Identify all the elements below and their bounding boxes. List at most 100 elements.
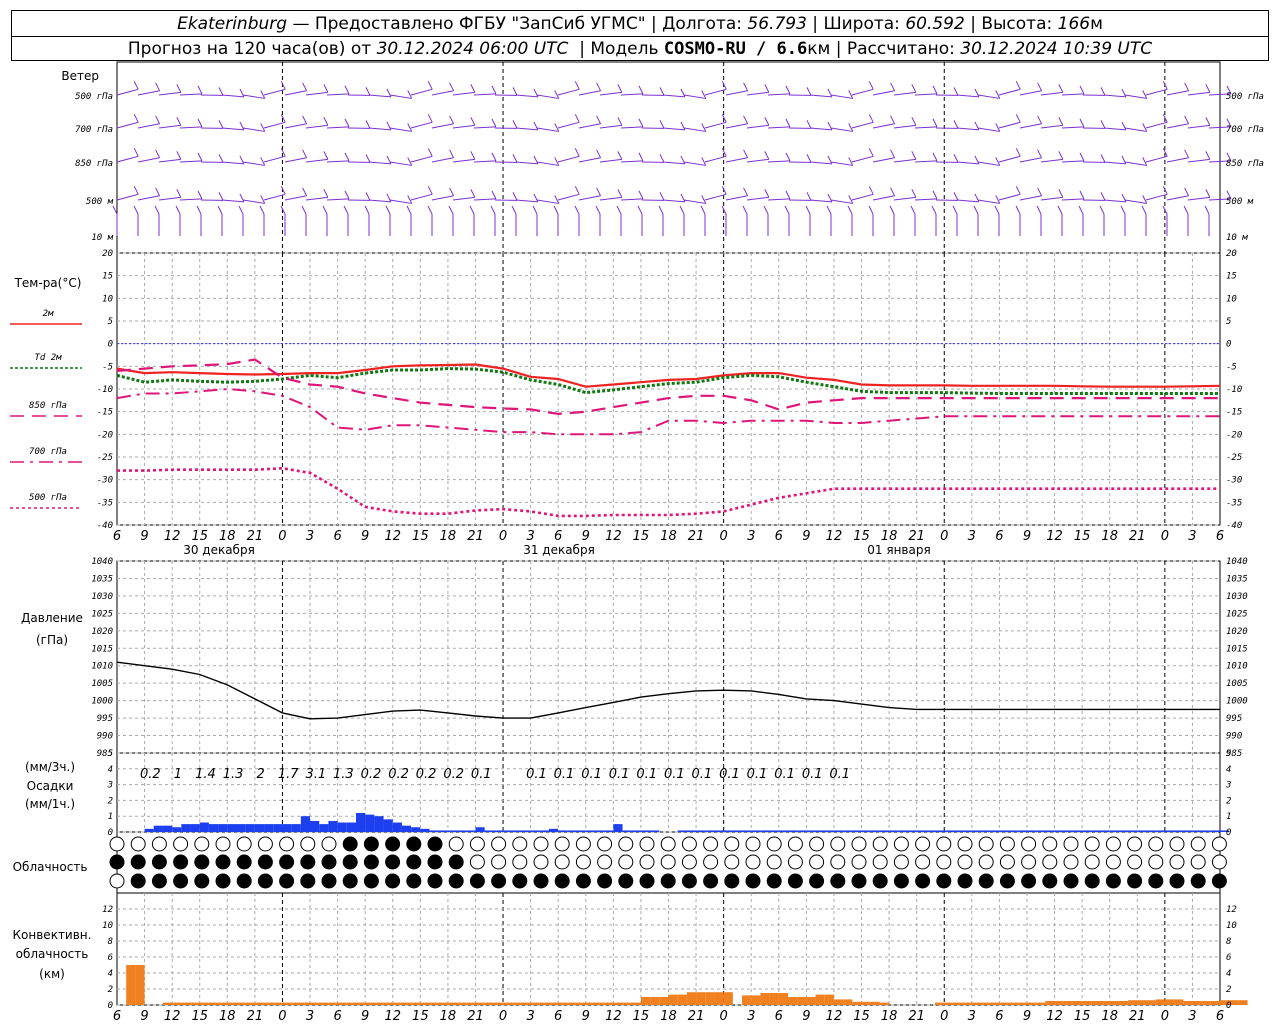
wind-level-left: 500 гПа [75, 92, 113, 102]
cloud-symbol [872, 836, 888, 852]
wind-level-right: 10 м [1226, 233, 1248, 243]
conv-bar [1017, 1002, 1027, 1005]
precip-bar [245, 824, 255, 832]
time-tick-mid: 0 [499, 529, 507, 544]
cloud-symbol [851, 873, 867, 889]
wind-barb-flag [806, 87, 812, 96]
wind-barb-flag [1100, 192, 1106, 201]
wind-barb [536, 127, 559, 132]
wind-barb-flag [491, 152, 497, 162]
cloud-symbol [279, 836, 295, 852]
wind-barb-flag [1226, 190, 1232, 200]
conv-bar [466, 1002, 476, 1005]
precip-bar [585, 830, 595, 832]
wind-barb [977, 127, 1000, 132]
wind-barb-flag [491, 85, 497, 95]
temp-series-legend-label: 850 гПа [29, 401, 67, 411]
precip-bar [1155, 830, 1165, 832]
wind-barb [305, 196, 328, 201]
cloud-symbol [936, 836, 952, 852]
wind-barb-flag [1142, 90, 1148, 99]
wind-level-left: 700 гПа [75, 125, 113, 135]
time-tick-mid: 18 [881, 529, 898, 544]
wind-barb [221, 94, 244, 98]
wind-barb-flag [1099, 205, 1105, 215]
wind-barb [662, 94, 685, 98]
wind-barb-flag [868, 205, 874, 215]
wind-barb [158, 91, 181, 96]
wind-barb-flag [133, 114, 139, 123]
wind-barb-flag [490, 205, 496, 215]
cloud-symbol [321, 873, 337, 889]
cloud-symbol [406, 854, 422, 870]
cloud-symbol [173, 873, 189, 889]
precip-bar [300, 816, 311, 832]
wind-barb [431, 195, 454, 201]
conv-bar [355, 1002, 366, 1005]
wind-level-right: 700 гПа [1226, 125, 1264, 135]
wind-barb [557, 155, 580, 163]
time-tick-mid: 18 [440, 529, 457, 544]
cloud-symbol [639, 836, 655, 852]
time-tick-mid: 21 [247, 529, 264, 544]
cloud-symbol [469, 836, 485, 852]
cloud-symbol [809, 854, 825, 870]
wind-barb-flag [407, 123, 413, 132]
wind-barb-flag [197, 118, 203, 128]
wind-barb-flag [344, 190, 350, 200]
precip-3h-label: 3.1 [305, 767, 326, 782]
precip-bar [521, 830, 531, 832]
wind-barb-flag [1036, 205, 1042, 215]
conv-bar [218, 1002, 228, 1005]
conv-bar [365, 1002, 375, 1005]
precip-bar [824, 830, 834, 832]
cloud-symbol [512, 873, 528, 889]
time-tick-mid: 9 [802, 529, 810, 544]
precip-bar [1045, 830, 1055, 832]
wind-barb-flag [260, 123, 266, 132]
wind-barb [557, 193, 580, 201]
wind-barb [767, 93, 790, 96]
wind-barb-flag [239, 88, 245, 98]
wind-barb [242, 199, 265, 204]
cloud-symbol [597, 873, 613, 889]
precip-bar [981, 830, 991, 832]
wind-barb-flag [512, 87, 518, 96]
conv-bar [181, 1002, 191, 1005]
precip-bar [365, 814, 375, 832]
time-tick-mid: 15 [1074, 529, 1091, 544]
cloud-symbol [1190, 836, 1206, 852]
wind-barb-flag [617, 189, 623, 198]
wind-barb [515, 127, 538, 131]
wind-barb-flag [764, 189, 770, 198]
cloud-symbol [660, 836, 676, 852]
cloud-symbol [618, 854, 634, 870]
cloud-symbol [724, 836, 740, 852]
wind-barb [578, 195, 601, 201]
wind-barb-flag [218, 192, 224, 201]
precip-bar [935, 830, 945, 832]
wind-barb-flag [301, 205, 307, 215]
temp-ytick-right: 0 [1226, 340, 1231, 350]
conv-bar [1118, 1001, 1129, 1005]
precip-bar [1201, 830, 1211, 832]
conv-bar [622, 1002, 632, 1005]
wind-barb-flag [197, 152, 203, 162]
wind-barb-flag [470, 189, 476, 198]
temp-ytick-right: -30 [1226, 476, 1242, 486]
temp-ytick-left: 10 [102, 294, 113, 304]
cloud-symbol [618, 873, 634, 889]
precip-bar [613, 824, 623, 832]
time-tick-mid: 18 [219, 529, 236, 544]
wind-barb [389, 127, 412, 132]
wind-barb-flag [721, 81, 727, 90]
precip-bar [971, 830, 982, 832]
temp-ytick-left: -25 [97, 453, 113, 463]
precip-bar [953, 830, 963, 832]
wind-barb [704, 121, 727, 129]
wind-barb-flag [155, 149, 161, 159]
cloud-symbol [512, 836, 528, 852]
conv-ytick-right: 12 [1226, 905, 1237, 915]
wind-barb [620, 198, 643, 201]
wind-barb-flag [365, 87, 371, 96]
